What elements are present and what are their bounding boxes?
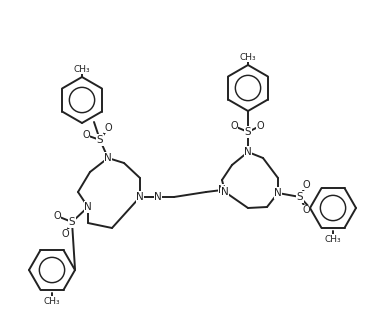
Text: O: O: [53, 211, 61, 221]
Text: O: O: [104, 123, 112, 133]
Text: CH₃: CH₃: [74, 64, 90, 73]
Text: N: N: [84, 202, 92, 212]
Text: N: N: [274, 188, 282, 198]
Text: CH₃: CH₃: [240, 53, 256, 61]
Text: S: S: [245, 127, 251, 137]
Text: N: N: [218, 185, 226, 195]
Text: O: O: [61, 229, 69, 239]
Text: S: S: [297, 192, 303, 202]
Text: S: S: [97, 135, 103, 145]
Text: N: N: [136, 192, 144, 202]
Text: CH₃: CH₃: [44, 296, 60, 306]
Text: N: N: [104, 153, 112, 163]
Text: O: O: [230, 121, 238, 131]
Text: N: N: [154, 192, 162, 202]
Text: N: N: [244, 147, 252, 157]
Text: N: N: [221, 187, 229, 197]
Text: O: O: [82, 130, 90, 140]
Text: O: O: [256, 121, 264, 131]
Text: O: O: [302, 180, 310, 190]
Text: S: S: [69, 217, 75, 227]
Text: CH₃: CH₃: [325, 235, 341, 243]
Text: O: O: [302, 205, 310, 215]
